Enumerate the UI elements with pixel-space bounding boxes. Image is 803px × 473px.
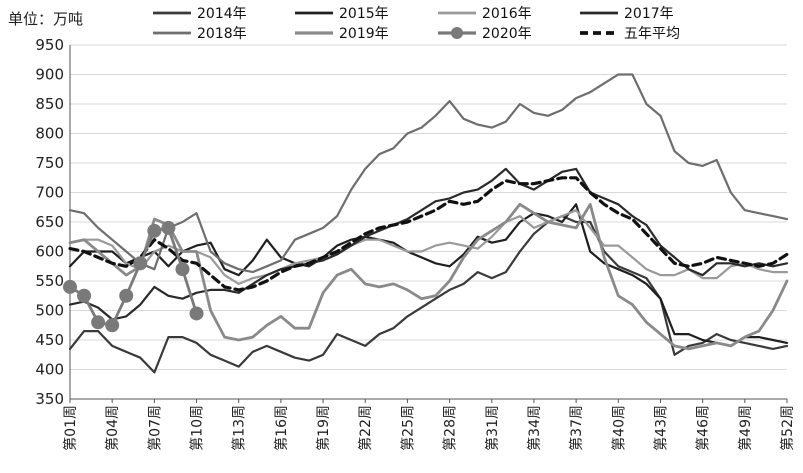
series-marker	[91, 315, 106, 330]
x-tick-label: 第34周	[526, 405, 543, 451]
y-tick-label: 950	[35, 36, 64, 54]
series-line-7	[68, 226, 198, 327]
x-tick-label: 第10周	[189, 405, 206, 451]
y-tick-label: 550	[35, 272, 64, 290]
legend: 2014年 2015年 2016年 2017年 2018年 2019年 2020年 五年平均	[153, 6, 680, 42]
unit-label: 单位：万吨	[8, 10, 83, 28]
x-tick-label: 第31周	[484, 405, 501, 451]
legend-label: 2016年	[482, 6, 532, 22]
legend-label: 2015年	[339, 6, 389, 22]
x-tick-label: 第25周	[399, 405, 416, 451]
y-tick-label: 900	[35, 66, 64, 84]
series-line-2	[68, 203, 789, 347]
x-tick-label: 第52周	[779, 405, 796, 451]
series-line-5	[68, 73, 789, 274]
series-marker	[63, 279, 77, 294]
y-tick-label: 500	[35, 302, 64, 320]
x-tick-label: 第04周	[104, 405, 121, 451]
y-tick-label: 600	[35, 243, 64, 261]
series-line-6	[68, 202, 789, 351]
series-marker	[175, 262, 190, 277]
x-tick-label: 第28周	[442, 405, 459, 451]
y-tick-label: 650	[35, 213, 64, 231]
x-tick-label: 第13周	[231, 405, 248, 451]
series-marker	[161, 220, 176, 235]
series-lines	[63, 73, 789, 374]
series-marker	[77, 288, 92, 303]
x-tick-label: 第16周	[273, 405, 290, 451]
series-line-8	[68, 176, 789, 292]
x-tick-label: 第46周	[695, 405, 712, 451]
y-tick-label: 350	[35, 390, 64, 408]
series-marker	[119, 288, 134, 303]
y-tick-label: 850	[35, 95, 64, 113]
x-tick-label: 第19周	[315, 405, 332, 451]
x-tick-label: 第37周	[568, 405, 585, 451]
legend-label: 2018年	[197, 26, 247, 42]
series-line-1	[68, 215, 789, 374]
series-marker	[189, 306, 204, 321]
series-marker	[133, 256, 148, 271]
y-tick-label: 800	[35, 125, 64, 143]
legend-label: 2020年	[482, 26, 532, 42]
x-tick-label: 第01周	[62, 405, 79, 451]
legend-label: 2017年	[624, 6, 674, 22]
y-tick-label: 750	[35, 154, 64, 172]
y-tick-label: 450	[35, 331, 64, 349]
x-tick-label: 第49周	[737, 405, 754, 451]
x-tick-label: 第43周	[652, 405, 669, 451]
legend-marker	[451, 27, 463, 39]
x-tick-label: 第07周	[146, 405, 163, 451]
legend-label: 五年平均	[624, 26, 680, 42]
axes: 350 400 450 500 550 600 650 700 750 800 850 900 950 第…	[35, 36, 796, 451]
legend-label: 2019年	[339, 26, 389, 42]
y-tick-label: 400	[35, 361, 64, 379]
legend-label: 2014年	[197, 6, 247, 22]
x-tick-label: 第40周	[610, 405, 627, 451]
y-tick-label: 700	[35, 184, 64, 202]
series-marker	[105, 318, 120, 333]
series-marker	[147, 223, 162, 238]
x-tick-label: 第22周	[357, 405, 374, 451]
